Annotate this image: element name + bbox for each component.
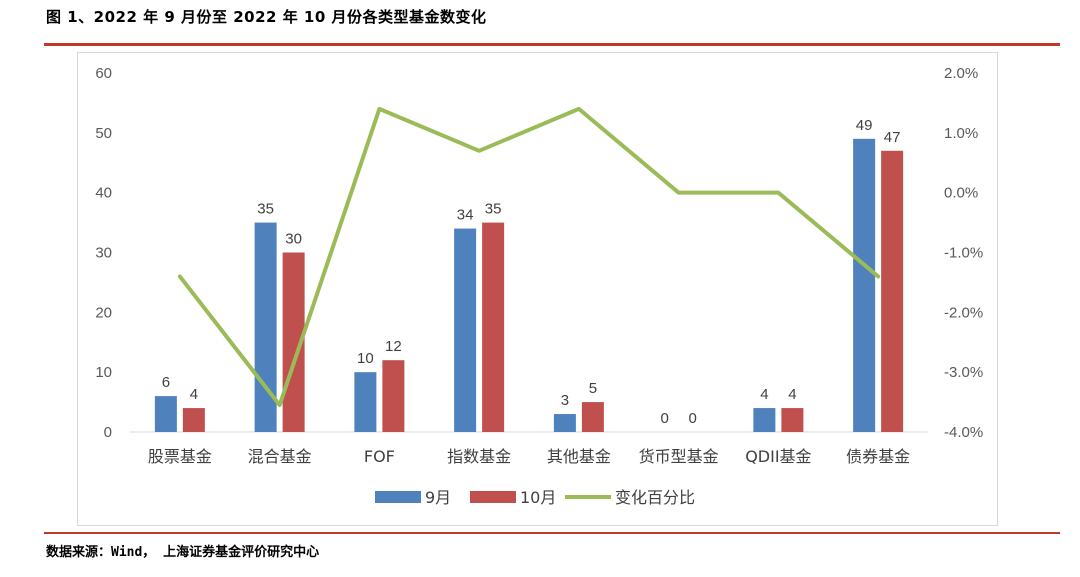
- y2-tick-label: 0.0%: [944, 185, 978, 202]
- y2-tick-label: -3.0%: [944, 364, 983, 381]
- bar-oct: [282, 252, 305, 432]
- y-tick-label: 50: [95, 125, 112, 142]
- bar-oct: [781, 408, 804, 432]
- bar-sep: [154, 396, 177, 432]
- category-label: FOF: [364, 447, 395, 466]
- data-label: 6: [162, 374, 170, 391]
- y-tick-label: 20: [95, 304, 112, 321]
- y-tick-label: 10: [95, 364, 112, 381]
- bar-oct: [581, 402, 604, 432]
- bar-sep: [753, 408, 776, 432]
- data-label: 5: [589, 380, 597, 397]
- data-label: 4: [788, 386, 796, 403]
- legend-swatch: [375, 491, 421, 503]
- figure-title: 图 1、2022 年 9 月份至 2022 年 10 月份各类型基金数变化: [46, 8, 487, 26]
- data-label: 49: [856, 117, 873, 134]
- category-label: 其他基金: [547, 447, 611, 466]
- chart-frame: [77, 52, 998, 526]
- category-label: 混合基金: [248, 447, 312, 466]
- data-label: 0: [688, 410, 696, 427]
- data-label: 3: [561, 392, 569, 409]
- category-label: 股票基金: [148, 447, 212, 466]
- data-label: 30: [285, 231, 302, 248]
- data-label: 35: [257, 201, 274, 218]
- bar-sep: [254, 222, 277, 432]
- y2-tick-label: -4.0%: [944, 424, 983, 441]
- category-label: 债券基金: [846, 447, 910, 466]
- data-label: 34: [457, 207, 474, 224]
- data-label: 10: [357, 350, 374, 367]
- source-rule: [44, 532, 1060, 534]
- category-label: QDII基金: [745, 447, 811, 466]
- y2-tick-label: -1.0%: [944, 245, 983, 262]
- data-label: 12: [385, 338, 402, 355]
- data-label: 0: [660, 410, 668, 427]
- data-label: 35: [485, 201, 502, 218]
- y-tick-label: 30: [95, 245, 112, 262]
- bar-oct: [482, 222, 505, 432]
- category-label: 指数基金: [447, 447, 511, 466]
- bar-sep: [354, 372, 377, 432]
- category-label: 货币型基金: [639, 447, 719, 466]
- legend-label: 变化百分比: [615, 488, 695, 507]
- y2-tick-label: 1.0%: [944, 125, 978, 142]
- bar-oct: [881, 150, 904, 433]
- y2-tick-label: -2.0%: [944, 304, 983, 321]
- legend-swatch: [470, 491, 516, 503]
- data-label: 4: [190, 386, 198, 403]
- bar-sep: [853, 138, 876, 433]
- y-tick-label: 60: [95, 65, 112, 82]
- y2-tick-label: 2.0%: [944, 65, 978, 82]
- bar-oct: [382, 360, 405, 432]
- data-label: 47: [884, 129, 901, 146]
- change-percent-line: [177, 106, 881, 408]
- data-label: 4: [760, 386, 768, 403]
- y-tick-label: 0: [104, 424, 112, 441]
- legend-label: 10月: [520, 488, 556, 507]
- bar-oct: [182, 408, 205, 432]
- bar-sep: [553, 414, 576, 432]
- title-rule: [44, 43, 1060, 46]
- bar-sep: [454, 228, 477, 432]
- source-note: 数据来源：Wind， 上海证券基金评价研究中心: [46, 545, 320, 560]
- y-tick-label: 40: [95, 185, 112, 202]
- legend-label: 9月: [425, 488, 451, 507]
